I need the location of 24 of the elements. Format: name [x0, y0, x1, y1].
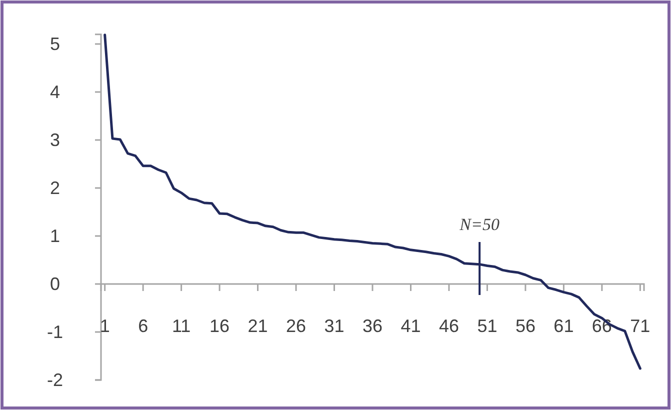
x-tick-label: 31: [324, 316, 344, 336]
y-tick-label: 4: [50, 82, 60, 102]
x-tick-label: 11: [172, 316, 191, 336]
x-tick-label: 21: [248, 316, 268, 336]
x-tick-label: 26: [286, 316, 306, 336]
x-tick-label: 6: [138, 316, 148, 336]
ref-line-label: N=50: [458, 215, 500, 234]
x-tick-label: 36: [362, 316, 383, 336]
x-tick-label: 41: [400, 316, 421, 336]
x-tick-label: 51: [477, 316, 498, 336]
x-tick-label: 1: [100, 316, 110, 336]
y-tick-label: 2: [50, 178, 60, 198]
y-tick-label: 1: [50, 226, 60, 246]
x-tick-label: 16: [210, 316, 230, 336]
x-tick-label: 71: [630, 316, 650, 336]
y-tick-label: -1: [46, 322, 64, 342]
y-tick-label: 3: [50, 130, 60, 150]
y-tick-label: 5: [50, 34, 60, 54]
y-tick-label: -2: [46, 370, 64, 390]
x-tick-label: 66: [592, 316, 612, 336]
x-tick-label: 61: [554, 316, 574, 336]
x-tick-label: 56: [515, 316, 536, 336]
x-tick-label: 46: [438, 316, 459, 336]
y-tick-label: 0: [50, 274, 60, 294]
